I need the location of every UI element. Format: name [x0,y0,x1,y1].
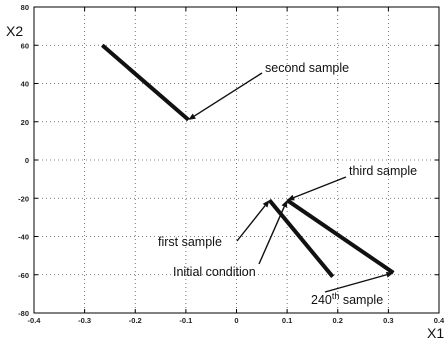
annotation-label: first sample [158,235,222,249]
data-series [100,43,395,278]
annotation-text: Initial condition [173,265,256,279]
annotation-arrow-line [193,72,263,117]
x-tick-label: -0.1 [179,316,192,325]
x-tick-label: 0.3 [383,316,393,325]
ticks [33,6,440,314]
annotation-text: second sample [265,61,349,75]
annotation-arrow-line [258,206,285,265]
y-tick-labels: 80 60 40 20 0 -20 -40 -60 -80 [18,3,29,318]
annotation-arrowhead [188,113,196,120]
x-tick-label: 0.4 [434,316,445,325]
y-tick-label: 40 [21,80,29,89]
annotation-arrowhead [262,200,270,208]
annotation-arrowhead [385,271,394,278]
y-tick-label: -60 [18,271,29,280]
annotation-label: third sample [349,164,417,178]
x-tick-label: -0.2 [129,316,142,325]
y-tick-label: 20 [21,118,29,127]
annotation-text: third sample [349,164,417,178]
annotation-superscript: th [332,291,340,301]
trajectory-series-1 [100,43,190,122]
annotations: second sample third sample first sample Ini… [158,61,417,307]
y-tick-label: -20 [18,194,29,203]
annotation-label: Initial condition [173,265,256,279]
x-axis-label: X1 [427,325,444,341]
y-tick-label: 80 [21,3,29,12]
x-tick-label: 0.1 [282,316,292,325]
trajectory-series-2 [267,198,335,278]
annotation-text: first sample [158,235,222,249]
annotation-arrowhead [287,194,295,201]
x-tick-label: 0 [234,316,238,325]
annotation-arrow-line [324,274,387,293]
y-tick-label: -40 [18,233,29,242]
grid [34,7,439,313]
annotation-label: 240th sample [311,291,383,307]
x-tick-label: -0.3 [78,316,91,325]
annotation-arrow-line [293,176,347,199]
x-tick-labels: -0.4 -0.3 -0.2 -0.1 0 0.1 0.2 0.3 0.4 [28,316,445,325]
annotation-arrowhead [281,200,288,208]
y-tick-label: -80 [18,309,29,318]
annotation-text: 240 [311,293,332,307]
annotation-label: second sample [265,61,349,75]
x-tick-label: 0.2 [333,316,343,325]
y-tick-label: 0 [25,156,29,165]
trajectory-series-3 [285,198,395,275]
x-tick-label: -0.4 [28,316,42,325]
annotation-arrows [188,72,394,293]
annotation-suffix: sample [339,293,383,307]
y-tick-label: 60 [21,41,29,50]
y-axis-label: X2 [6,23,23,39]
annotation-arrow-line [236,205,266,242]
